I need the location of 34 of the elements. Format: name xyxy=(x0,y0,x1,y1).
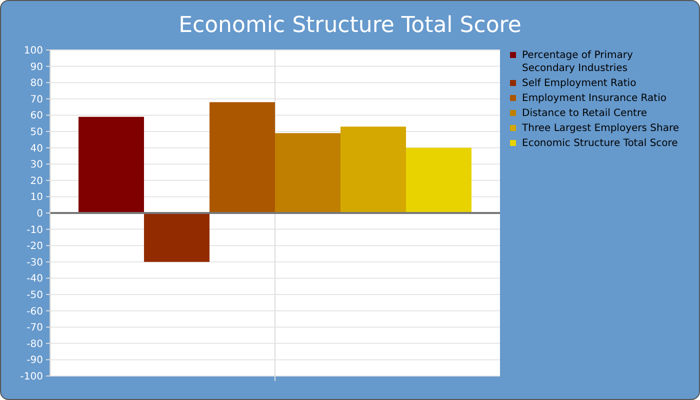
chart-title: Economic Structure Total Score xyxy=(178,13,522,38)
y-tick-label: 10 xyxy=(30,192,43,204)
bar xyxy=(78,116,144,213)
y-tick-label: -20 xyxy=(26,241,43,252)
y-tick-label: 20 xyxy=(30,176,43,187)
y-tick-label: 100 xyxy=(24,46,43,56)
y-tick-label: 60 xyxy=(30,110,43,122)
bar xyxy=(406,148,472,213)
y-tick-label: -100 xyxy=(20,372,43,382)
y-tick-label: 90 xyxy=(30,62,43,73)
bar xyxy=(144,213,210,262)
bar xyxy=(210,102,275,213)
y-tick-label: 30 xyxy=(30,160,43,171)
y-tick-label: -60 xyxy=(26,306,43,318)
y-tick-label: 70 xyxy=(30,94,43,106)
bar xyxy=(340,126,406,213)
legend-label: Self Employment Ratio xyxy=(522,78,636,89)
y-tick-label: -80 xyxy=(26,338,43,350)
y-tick-label: 50 xyxy=(30,127,43,138)
y-tick-label: -90 xyxy=(26,355,43,366)
y-tick-label: 80 xyxy=(30,78,43,90)
y-tick-label: 40 xyxy=(30,143,43,154)
legend-label: Three Largest Employers Share xyxy=(521,123,679,134)
y-tick-label: -50 xyxy=(26,290,43,301)
y-tick-label: 0 xyxy=(36,208,43,220)
y-tick-label: -30 xyxy=(26,257,43,268)
legend-label: Economic Structure Total Score xyxy=(522,138,678,149)
legend-label: Employment Insurance Ratio xyxy=(522,93,666,104)
y-tick-label: -70 xyxy=(26,322,43,334)
y-tick-label: -40 xyxy=(26,274,43,285)
legend-label: Distance to Retail Centre xyxy=(522,108,647,119)
y-tick-label: -10 xyxy=(26,224,43,236)
bar xyxy=(275,133,340,213)
legend-label: Percentage of Primary Secondary Industries xyxy=(522,50,633,74)
